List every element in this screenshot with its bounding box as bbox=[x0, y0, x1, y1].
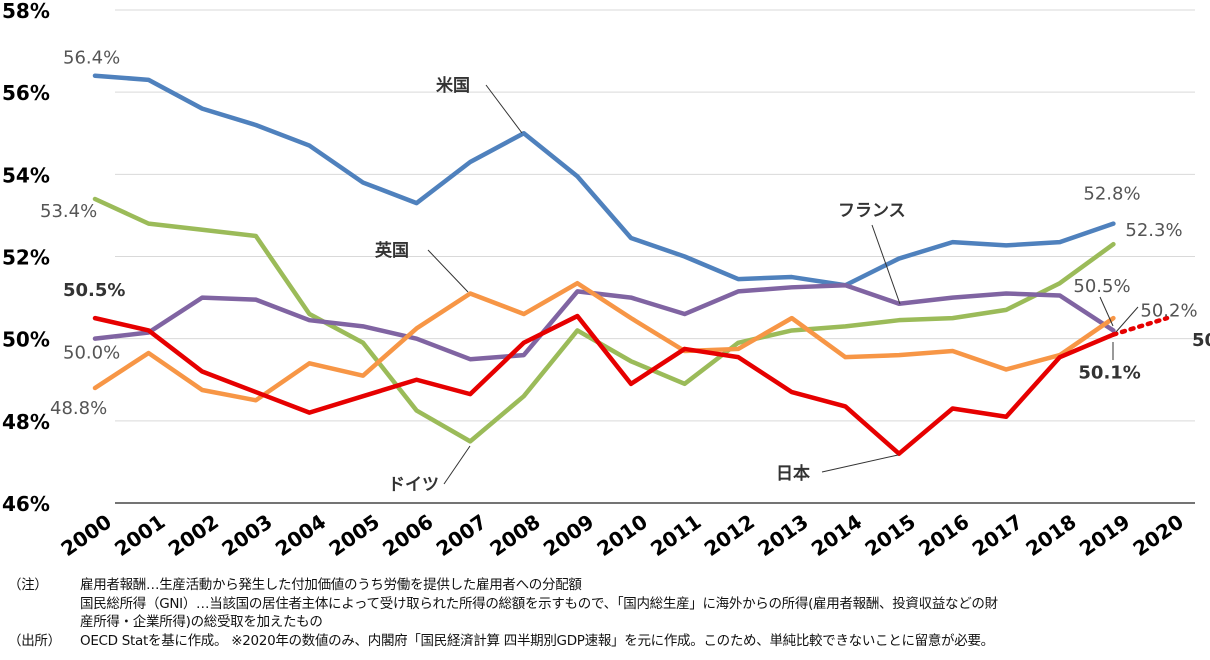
data-label: 48.8% bbox=[50, 398, 107, 419]
data-label: 50.1% bbox=[1078, 363, 1140, 384]
note-line: 国民総所得（GNI）…当該国の居住者主体によって受け取られた所得の総額を示すもの… bbox=[80, 595, 998, 612]
note-line: 雇用者報酬…生産活動から発生した付加価値のうち労働を提供した雇用者への分配額 bbox=[80, 577, 582, 593]
series-line-日本 bbox=[92, 313, 1116, 456]
data-label: 50.2% bbox=[1140, 300, 1197, 321]
y-tick-label: 54% bbox=[2, 163, 50, 187]
callout-leader bbox=[485, 84, 523, 134]
series-line-ドイツ bbox=[92, 196, 1116, 444]
x-tick-label: 2010 bbox=[592, 509, 651, 561]
y-tick-label: 48% bbox=[2, 410, 50, 434]
series-callout: 米国 bbox=[436, 75, 470, 96]
x-tick-label: 2019 bbox=[1075, 509, 1134, 561]
y-tick-label: 46% bbox=[2, 492, 50, 516]
projection-line bbox=[1111, 315, 1170, 337]
callout-leader bbox=[821, 454, 899, 473]
x-tick-label: 2020 bbox=[1128, 509, 1187, 561]
x-tick-label: 2013 bbox=[753, 509, 812, 561]
x-tick-label: 2011 bbox=[646, 509, 705, 561]
data-label: 52.3% bbox=[1125, 220, 1182, 241]
callout-leader bbox=[443, 445, 471, 485]
source-line: OECD Statを基に作成。 ※2020年の数値のみ、内閣府「国民経済計算 四… bbox=[80, 632, 994, 649]
leader-line bbox=[1115, 306, 1139, 333]
series-line-フランス bbox=[92, 283, 1116, 362]
x-tick-label: 2005 bbox=[324, 509, 383, 561]
x-tick-label: 2014 bbox=[807, 509, 866, 561]
x-tick-label: 2012 bbox=[700, 509, 759, 561]
leader-line bbox=[1099, 296, 1114, 327]
x-tick-label: 2000 bbox=[56, 509, 115, 561]
data-label: 50.0% bbox=[63, 343, 120, 364]
y-tick-label: 50% bbox=[2, 328, 50, 352]
series-callout: 英国 bbox=[375, 240, 409, 261]
y-tick-label: 58% bbox=[2, 0, 50, 23]
data-label: 50.5% bbox=[63, 280, 125, 301]
note-line: 産所得・企業所得)の総受取を加えたもの bbox=[80, 614, 323, 630]
data-label: 50.5% bbox=[1073, 276, 1130, 297]
x-tick-label: 2004 bbox=[271, 509, 330, 561]
x-tick-label: 2008 bbox=[485, 509, 544, 561]
x-tick-label: 2006 bbox=[378, 509, 437, 561]
chart-notes: （注） 雇用者報酬…生産活動から発生した付加価値のうち労働を提供した雇用者への分配… bbox=[8, 576, 998, 650]
callout-leader bbox=[871, 224, 901, 305]
callout-leader bbox=[427, 249, 469, 293]
series-line-米国 bbox=[92, 73, 1116, 288]
x-tick-label: 2016 bbox=[914, 509, 973, 561]
series-callout: 日本 bbox=[776, 463, 810, 484]
data-label: 50.5% bbox=[1192, 330, 1210, 351]
data-label: 53.4% bbox=[40, 201, 97, 222]
x-tick-label: 2001 bbox=[110, 509, 169, 561]
x-tick-label: 2015 bbox=[860, 509, 919, 561]
x-tick-label: 2003 bbox=[217, 509, 276, 561]
x-tick-label: 2002 bbox=[164, 509, 223, 561]
source-tag: （出所） bbox=[8, 632, 61, 649]
x-tick-label: 2007 bbox=[432, 509, 491, 561]
note-tag: （注） bbox=[8, 577, 48, 593]
series-callout: フランス bbox=[838, 201, 906, 221]
x-tick-label: 2017 bbox=[968, 509, 1027, 561]
series-callout: ドイツ bbox=[388, 475, 439, 495]
data-label: 52.8% bbox=[1083, 184, 1140, 205]
x-tick-label: 2009 bbox=[539, 509, 598, 561]
y-tick-label: 52% bbox=[2, 246, 50, 270]
line-chart: 46%48%50%52%54%56%58% 200020012002200320… bbox=[2, 0, 1210, 561]
x-tick-label: 2018 bbox=[1021, 509, 1080, 561]
y-tick-label: 56% bbox=[2, 81, 50, 105]
data-label: 56.4% bbox=[63, 48, 120, 69]
